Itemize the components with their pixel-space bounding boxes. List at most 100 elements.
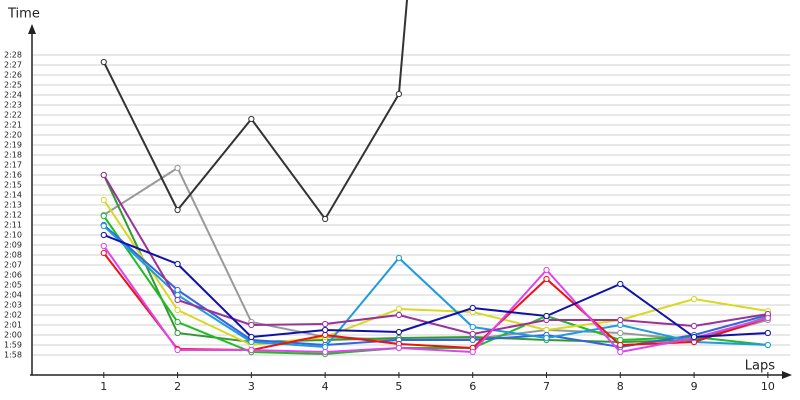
y-tick-label: 1:59 xyxy=(4,341,22,350)
data-point xyxy=(543,334,550,342)
y-tick-label: 2:11 xyxy=(4,221,22,230)
data-point xyxy=(764,329,771,337)
data-point xyxy=(100,171,107,179)
data-point xyxy=(469,348,476,356)
series-line xyxy=(103,224,769,349)
series-line xyxy=(102,0,409,221)
x-tick-label: 7 xyxy=(543,380,550,393)
data-point xyxy=(100,231,107,239)
data-point xyxy=(100,222,107,230)
y-tick-label: 2:27 xyxy=(4,61,22,70)
series-line xyxy=(102,215,768,356)
data-point xyxy=(248,333,255,341)
data-point xyxy=(469,323,476,331)
data-point xyxy=(617,348,624,356)
x-axis-arrow xyxy=(782,371,792,379)
y-tick-label: 2:03 xyxy=(4,301,22,310)
data-point xyxy=(395,311,403,319)
data-point xyxy=(322,326,329,334)
data-point xyxy=(617,321,624,329)
data-point xyxy=(764,341,771,349)
y-tick-label: 2:08 xyxy=(4,251,22,260)
data-point xyxy=(395,328,403,336)
x-tick-label: 9 xyxy=(691,380,698,393)
y-tick-label: 2:00 xyxy=(4,331,22,340)
data-point xyxy=(543,326,550,334)
data-point xyxy=(617,316,624,324)
y-tick-label: 2:15 xyxy=(4,181,22,190)
data-point xyxy=(617,329,624,337)
data-point xyxy=(100,212,107,220)
series-line xyxy=(102,174,769,336)
y-tick-label: 1:58 xyxy=(4,351,22,360)
data-point xyxy=(543,266,550,274)
x-tick-label: 2 xyxy=(174,380,181,393)
y-tick-label: 2:21 xyxy=(4,121,22,130)
y-tick-label: 2:09 xyxy=(4,241,22,250)
data-point xyxy=(617,341,624,349)
y-tick-label: 2:05 xyxy=(4,281,22,290)
data-point xyxy=(543,275,550,283)
y-tick-label: 2:06 xyxy=(4,271,22,280)
data-point xyxy=(174,318,181,326)
data-point xyxy=(248,115,255,123)
x-tick-label: 5 xyxy=(395,380,402,393)
data-point xyxy=(617,280,624,288)
data-point xyxy=(322,348,329,356)
data-point xyxy=(100,196,107,204)
y-tick-label: 2:04 xyxy=(4,291,22,300)
y-tick-label: 2:22 xyxy=(4,111,22,120)
y-tick-label: 2:28 xyxy=(4,51,22,60)
series-line xyxy=(102,245,769,354)
x-tick-label: 8 xyxy=(617,380,624,393)
y-tick-label: 2:18 xyxy=(4,151,22,160)
data-point xyxy=(690,322,698,330)
x-axis-label: Laps xyxy=(745,359,775,374)
data-point xyxy=(395,254,403,262)
data-point xyxy=(174,164,181,172)
x-tick-label: 6 xyxy=(469,380,476,393)
series-line xyxy=(103,166,769,342)
y-tick-label: 2:02 xyxy=(4,311,22,320)
data-point xyxy=(469,330,476,338)
y-tick-label: 2:25 xyxy=(4,81,22,90)
data-point xyxy=(617,336,624,344)
data-point xyxy=(469,336,476,344)
data-point xyxy=(174,306,181,314)
y-tick-label: 2:16 xyxy=(4,171,22,180)
data-point xyxy=(174,206,181,214)
y-tick-label: 2:10 xyxy=(4,231,22,240)
y-tick-label: 2:13 xyxy=(4,201,22,210)
x-tick-label: 4 xyxy=(322,380,329,393)
data-point xyxy=(174,260,181,268)
data-point xyxy=(248,346,255,354)
y-tick-label: 2:01 xyxy=(4,321,22,330)
data-point xyxy=(395,305,403,313)
data-point xyxy=(690,295,698,303)
y-axis-label: Time xyxy=(7,7,40,22)
y-tick-label: 2:23 xyxy=(4,101,22,110)
data-point xyxy=(543,312,550,320)
data-point xyxy=(395,90,403,98)
y-tick-label: 2:14 xyxy=(4,191,22,200)
data-point xyxy=(248,321,255,329)
data-point xyxy=(100,242,107,250)
series-line xyxy=(103,225,768,349)
data-point xyxy=(322,331,329,339)
y-tick-label: 2:19 xyxy=(4,141,22,150)
data-point xyxy=(764,314,771,322)
y-tick-label: 2:24 xyxy=(4,91,22,100)
x-tick-label: 1 xyxy=(100,380,107,393)
data-point xyxy=(395,344,403,352)
data-point xyxy=(174,329,181,337)
data-point xyxy=(174,291,181,299)
data-point xyxy=(100,58,107,66)
data-point xyxy=(322,320,329,328)
data-point xyxy=(174,296,181,304)
y-tick-label: 2:26 xyxy=(4,71,22,80)
y-axis-arrow xyxy=(28,24,36,34)
data-point xyxy=(469,304,476,312)
data-point xyxy=(174,346,181,354)
data-point xyxy=(248,338,255,346)
